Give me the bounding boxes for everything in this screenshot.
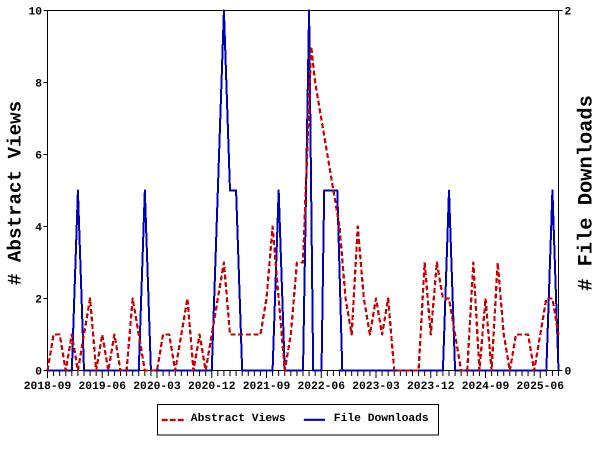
svg-text:0: 0 <box>565 366 572 378</box>
svg-text:# File Downloads: # File Downloads <box>576 95 599 291</box>
svg-text:2024-09: 2024-09 <box>462 381 510 393</box>
svg-text:2019-06: 2019-06 <box>79 381 127 393</box>
svg-text:10: 10 <box>28 6 42 18</box>
svg-text:4: 4 <box>35 222 42 234</box>
svg-text:2018-09: 2018-09 <box>24 381 72 393</box>
svg-text:2021-09: 2021-09 <box>243 381 291 393</box>
svg-text:2023-12: 2023-12 <box>407 381 455 393</box>
svg-text:8: 8 <box>35 78 42 90</box>
svg-text:2022-06: 2022-06 <box>298 381 346 393</box>
svg-text:2025-06: 2025-06 <box>517 381 565 393</box>
svg-text:2020-12: 2020-12 <box>188 381 236 393</box>
svg-text:Abstract Views: Abstract Views <box>191 412 286 425</box>
svg-text:6: 6 <box>35 150 42 162</box>
svg-text:File Downloads: File Downloads <box>334 412 429 425</box>
svg-text:2: 2 <box>565 6 572 18</box>
svg-text:# Abstract Views: # Abstract Views <box>5 101 27 285</box>
svg-text:2: 2 <box>35 294 42 306</box>
svg-text:0: 0 <box>35 366 42 378</box>
svg-text:2020-03: 2020-03 <box>133 381 181 393</box>
svg-text:2023-03: 2023-03 <box>352 381 400 393</box>
